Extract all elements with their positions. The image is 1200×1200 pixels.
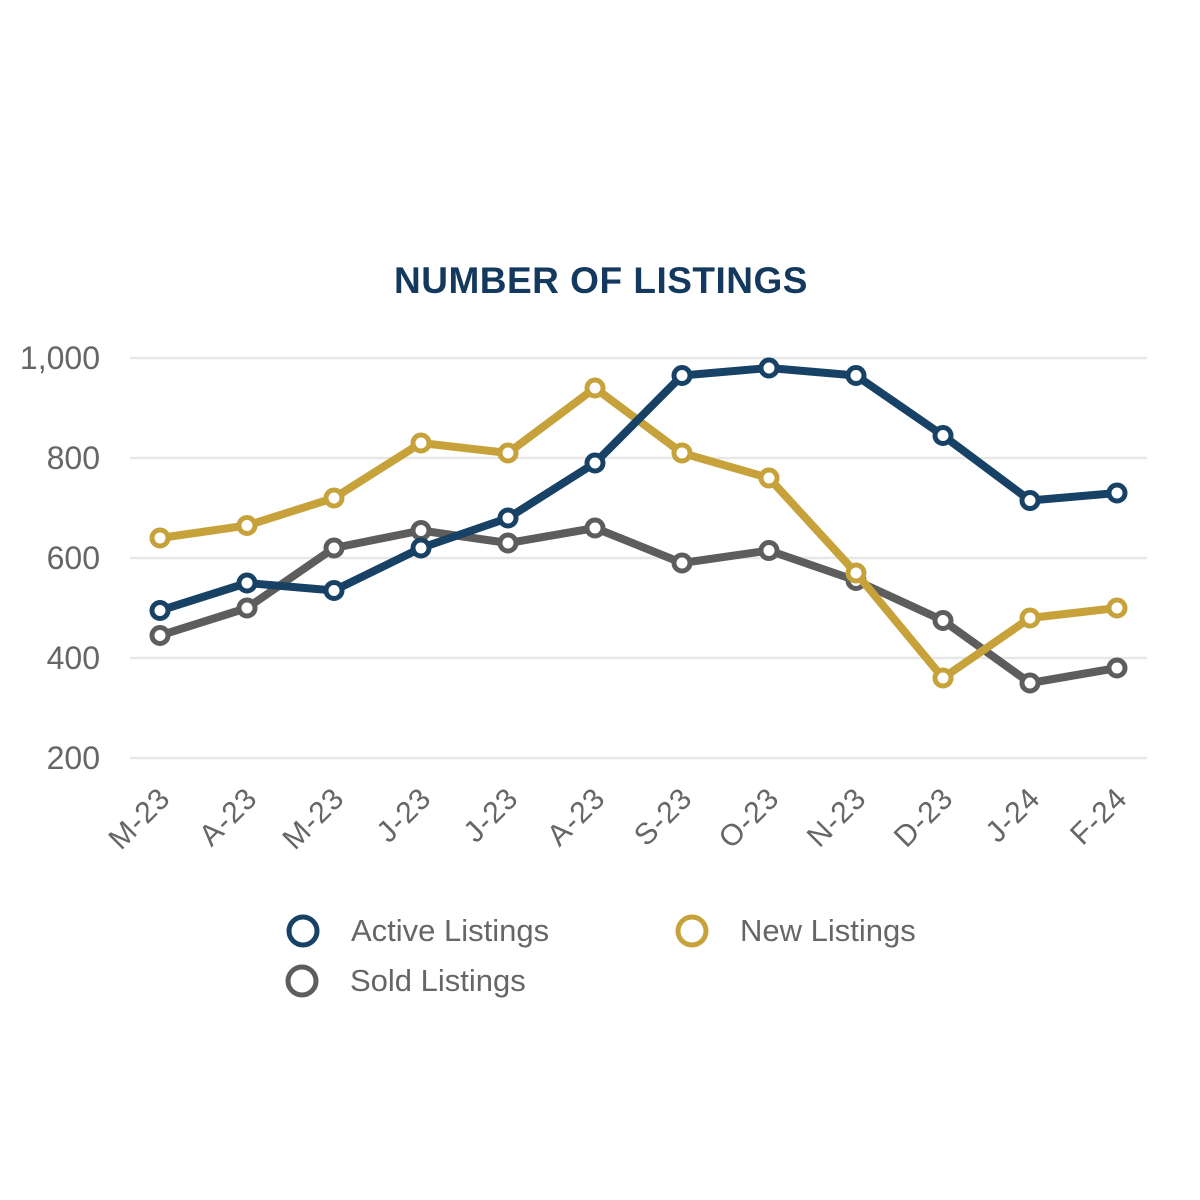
- svg-text:M-23: M-23: [102, 782, 177, 857]
- series-active-listings: [149, 357, 1128, 621]
- svg-text:S-23: S-23: [628, 782, 699, 853]
- data-point-marker: [497, 442, 519, 464]
- data-point-marker: [410, 432, 432, 454]
- data-point-marker: [1106, 657, 1128, 679]
- legend-item-new-listings: New Listings: [675, 913, 916, 949]
- svg-text:O-23: O-23: [713, 782, 786, 855]
- data-point-marker: [758, 540, 780, 561]
- svg-text:A-23: A-23: [193, 782, 264, 853]
- data-point-marker: [671, 442, 693, 464]
- data-point-marker: [1019, 490, 1041, 511]
- data-point-marker: [323, 580, 345, 601]
- data-point-marker: [236, 597, 258, 619]
- chart-title: NUMBER OF LISTINGS: [394, 260, 808, 301]
- svg-text:J-23: J-23: [371, 782, 438, 849]
- data-point-marker: [236, 572, 258, 594]
- data-point-marker: [584, 517, 606, 539]
- data-point-marker: [1019, 672, 1041, 694]
- active-listings-ring-icon: [286, 914, 320, 948]
- data-point-marker: [149, 600, 171, 621]
- data-point-marker: [497, 532, 519, 554]
- data-point-marker: [410, 537, 432, 559]
- data-point-marker: [236, 515, 258, 536]
- svg-text:F-24: F-24: [1064, 782, 1134, 852]
- data-point-marker: [323, 487, 345, 509]
- data-point-marker: [584, 377, 606, 399]
- legend-item-active-listings: Active Listings: [286, 913, 549, 949]
- data-point-marker: [758, 467, 780, 489]
- new-listings-ring-icon: [675, 914, 709, 948]
- data-point-marker: [323, 537, 345, 559]
- data-point-marker: [845, 365, 867, 386]
- svg-text:D-23: D-23: [888, 782, 960, 854]
- svg-text:J-24: J-24: [980, 782, 1047, 849]
- svg-text:800: 800: [47, 440, 100, 476]
- legend-label-new-listings: New Listings: [740, 913, 916, 948]
- svg-text:N-23: N-23: [801, 782, 873, 854]
- sold-listings-ring-icon: [285, 964, 319, 998]
- data-point-marker: [1019, 607, 1041, 629]
- legend-item-sold-listings: Sold Listings: [285, 963, 526, 999]
- data-point-marker: [671, 552, 693, 574]
- series-new-listings: [149, 377, 1128, 689]
- data-point-marker: [758, 357, 780, 379]
- data-point-marker: [1106, 482, 1128, 504]
- data-point-marker: [584, 452, 606, 474]
- x-axis-labels: M-23 A-23 M-23 J-23 J-23 A-23 S-23 O-23 N-23 D-23…: [102, 782, 1134, 857]
- data-point-marker: [932, 667, 954, 689]
- svg-text:A-23: A-23: [541, 782, 612, 853]
- data-point-marker: [932, 425, 954, 446]
- y-axis-labels: 1,000 800 600 400 200: [20, 340, 100, 776]
- svg-text:J-23: J-23: [458, 782, 525, 849]
- legend-label-active-listings: Active Listings: [351, 913, 550, 948]
- data-point-marker: [149, 625, 171, 646]
- data-point-marker: [410, 520, 432, 541]
- data-point-marker: [149, 527, 171, 549]
- data-point-marker: [497, 507, 519, 529]
- svg-text:1,000: 1,000: [20, 340, 100, 376]
- series-sold-listings: [149, 517, 1128, 694]
- svg-text:200: 200: [47, 740, 100, 776]
- svg-text:600: 600: [47, 540, 100, 576]
- svg-text:400: 400: [47, 640, 100, 676]
- data-point-marker: [845, 562, 867, 584]
- data-point-marker: [671, 365, 693, 386]
- svg-text:M-23: M-23: [276, 782, 351, 857]
- data-point-marker: [1106, 597, 1128, 619]
- data-point-marker: [932, 610, 954, 631]
- gridlines: [130, 356, 1147, 760]
- legend-label-sold-listings: Sold Listings: [350, 963, 526, 998]
